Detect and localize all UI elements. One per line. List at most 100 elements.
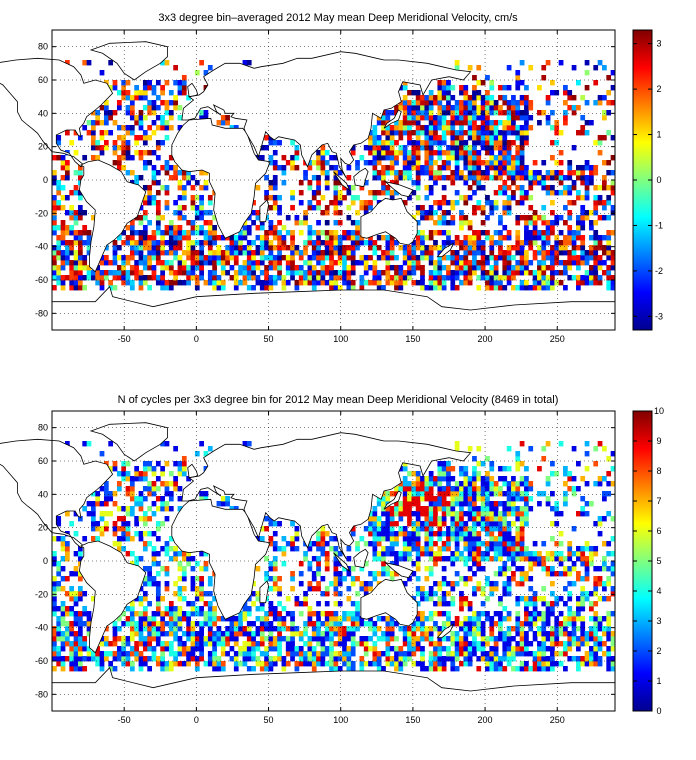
heatmap-cell xyxy=(372,245,378,251)
heatmap-cell xyxy=(372,546,378,552)
heatmap-cell xyxy=(194,215,200,221)
heatmap-cell xyxy=(368,586,373,592)
heatmap-cell xyxy=(108,641,114,647)
heatmap-cell xyxy=(359,566,365,572)
heatmap-cell xyxy=(385,566,391,572)
heatmap-cell xyxy=(229,275,235,281)
heatmap-cell xyxy=(428,481,434,487)
heatmap-cell xyxy=(164,170,170,176)
heatmap-cell xyxy=(268,250,274,256)
heatmap-cell xyxy=(411,636,417,642)
heatmap-cell xyxy=(541,641,547,647)
heatmap-cell xyxy=(134,476,140,482)
heatmap-cell xyxy=(524,596,529,602)
heatmap-cell xyxy=(402,280,408,286)
heatmap-cell xyxy=(64,626,70,632)
heatmap-cell xyxy=(116,481,122,487)
heatmap-cell xyxy=(246,245,252,251)
heatmap-cell xyxy=(147,250,153,256)
heatmap-cell xyxy=(502,275,508,281)
heatmap-cell xyxy=(64,551,70,557)
heatmap-cell xyxy=(155,280,161,286)
heatmap-cell xyxy=(459,210,464,216)
heatmap-cell xyxy=(489,145,495,151)
heatmap-cell xyxy=(532,240,538,246)
heatmap-cell xyxy=(311,611,317,617)
heatmap-cell xyxy=(541,245,547,251)
heatmap-cell xyxy=(450,511,456,517)
heatmap-cell xyxy=(268,260,274,266)
heatmap-cell xyxy=(311,285,317,291)
heatmap-cell xyxy=(589,270,594,276)
heatmap-cell xyxy=(151,245,157,251)
heatmap-cell xyxy=(441,506,447,512)
heatmap-cell xyxy=(190,260,196,266)
heatmap-cell xyxy=(99,451,105,457)
heatmap-cell xyxy=(537,250,542,256)
heatmap-cell xyxy=(372,165,378,171)
heatmap-cell xyxy=(550,250,555,256)
heatmap-cell xyxy=(164,501,170,507)
heatmap-cell xyxy=(454,135,460,141)
heatmap-cell xyxy=(389,551,395,557)
heatmap-cell xyxy=(502,190,508,196)
heatmap-cell xyxy=(584,85,590,91)
heatmap-cell xyxy=(381,491,386,497)
heatmap-cell xyxy=(524,486,529,492)
heatmap-cell xyxy=(86,275,92,281)
heatmap-cell xyxy=(186,631,191,637)
heatmap-cell xyxy=(116,656,122,662)
heatmap-cell xyxy=(454,200,460,206)
heatmap-cell xyxy=(580,636,586,642)
heatmap-cell xyxy=(337,631,343,637)
heatmap-cell xyxy=(281,606,287,612)
heatmap-cell xyxy=(498,175,503,181)
heatmap-cell xyxy=(610,185,616,191)
heatmap-cell xyxy=(77,135,83,141)
heatmap-cell xyxy=(77,175,83,181)
heatmap-cell xyxy=(233,240,239,246)
heatmap-cell xyxy=(428,511,434,517)
heatmap-cell xyxy=(424,546,430,552)
heatmap-cell xyxy=(472,230,477,236)
heatmap-cell xyxy=(359,240,365,246)
heatmap-cell xyxy=(311,556,317,562)
heatmap-cell xyxy=(593,100,599,106)
heatmap-cell xyxy=(441,210,447,216)
heatmap-cell xyxy=(437,255,443,261)
heatmap-cell xyxy=(476,646,482,652)
heatmap-cell xyxy=(116,125,122,131)
heatmap-cell xyxy=(329,240,334,246)
heatmap-cell xyxy=(402,556,408,562)
heatmap-cell xyxy=(398,486,404,492)
heatmap-cell xyxy=(225,641,230,647)
heatmap-cell xyxy=(324,250,330,256)
heatmap-cell xyxy=(454,150,460,156)
heatmap-cell xyxy=(233,250,239,256)
heatmap-cell xyxy=(394,155,399,161)
heatmap-cell xyxy=(368,621,373,627)
heatmap-cell xyxy=(160,85,165,91)
heatmap-cell xyxy=(493,656,499,662)
heatmap-cell xyxy=(290,546,295,552)
heatmap-cell xyxy=(472,561,477,567)
heatmap-cell xyxy=(415,591,421,597)
heatmap-cell xyxy=(268,541,274,547)
heatmap-cell xyxy=(363,526,369,532)
heatmap-cell xyxy=(142,115,148,121)
heatmap-cell xyxy=(454,105,460,111)
heatmap-cell xyxy=(337,285,343,291)
heatmap-cell xyxy=(580,220,586,226)
heatmap-cell xyxy=(389,265,395,271)
heatmap-cell xyxy=(441,461,447,467)
heatmap-cell xyxy=(199,641,204,647)
heatmap-cell xyxy=(69,606,75,612)
heatmap-cell xyxy=(155,145,161,151)
heatmap-cell xyxy=(368,190,373,196)
heatmap-cell xyxy=(220,255,226,261)
heatmap-cell xyxy=(407,195,412,201)
heatmap-cell xyxy=(567,275,573,281)
heatmap-cell xyxy=(558,170,564,176)
heatmap-cell xyxy=(69,265,75,271)
heatmap-cell xyxy=(385,616,391,622)
